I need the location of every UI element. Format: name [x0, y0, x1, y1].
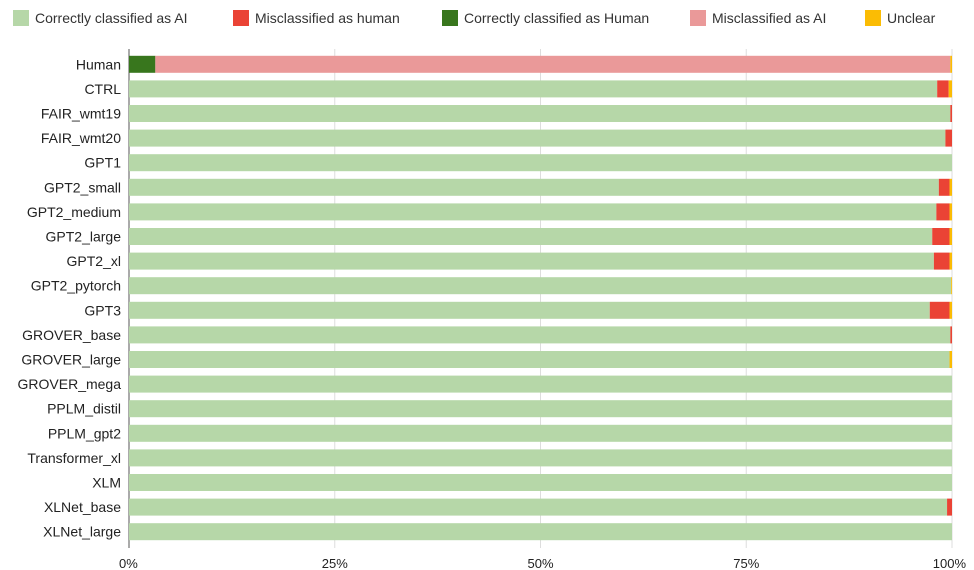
legend-swatch-misclassified-as-ai [690, 10, 706, 26]
bar-gpt3-correctly-classified-as-ai [129, 301, 930, 319]
bar-pplm-distil-correctly-classified-as-ai [129, 400, 952, 418]
bar-gpt2-medium-correctly-classified-as-ai [129, 203, 937, 221]
bar-grover-base-misclassified-as-human [950, 326, 952, 344]
category-label-transformer-xl: Transformer_xl [27, 450, 121, 466]
bar-human-unclear [950, 55, 952, 73]
category-label-gpt3: GPT3 [84, 302, 121, 318]
bar-human-misclassified-as-ai [155, 55, 951, 73]
bar-gpt2-xl-unclear [949, 252, 952, 270]
bar-gpt2-small-correctly-classified-as-ai [129, 178, 939, 196]
category-label-grover-mega: GROVER_mega [18, 376, 122, 392]
bar-pplm-gpt2-correctly-classified-as-ai [129, 424, 952, 442]
bar-transformer-xl-correctly-classified-as-ai [129, 449, 952, 467]
category-label-grover-large: GROVER_large [21, 352, 121, 368]
category-label-fair-wmt20: FAIR_wmt20 [41, 130, 121, 146]
bar-xlnet-large-correctly-classified-as-ai [129, 523, 952, 541]
category-label-grover-base: GROVER_base [22, 327, 121, 343]
category-label-gpt2-large: GPT2_large [46, 229, 122, 245]
bar-fair-wmt20-misclassified-as-human [945, 129, 952, 147]
category-label-xlnet-base: XLNet_base [44, 499, 121, 515]
legend-label-correctly-classified-as-ai: Correctly classified as AI [35, 10, 188, 26]
category-labels: Human CTRL FAIR_wmt19 FAIR_wmt20 GPT1 GPT2_sm… [18, 56, 122, 539]
bar-xlnet-base-correctly-classified-as-ai [129, 498, 948, 516]
category-label-fair-wmt19: FAIR_wmt19 [41, 106, 121, 122]
category-label-ctrl: CTRL [84, 81, 121, 97]
bar-grover-large-correctly-classified-as-ai [129, 351, 950, 368]
bar-human-correctly-classified-as-human [129, 55, 156, 73]
legend-label-unclear: Unclear [887, 10, 936, 26]
bar-gpt2-xl-misclassified-as-human [933, 252, 950, 270]
bar-fair-wmt20-correctly-classified-as-ai [129, 129, 946, 147]
bar-gpt2-pytorch-correctly-classified-as-ai [129, 277, 952, 295]
bar-gpt2-large-misclassified-as-human [932, 228, 950, 245]
bar-gpt2-small-misclassified-as-human [938, 178, 950, 196]
category-label-pplm-gpt2: PPLM_gpt2 [48, 425, 121, 441]
bar-ctrl-unclear [948, 80, 952, 98]
legend: Correctly classified as AI Misclassified … [13, 10, 936, 26]
bar-gpt2-large-unclear [949, 228, 952, 245]
legend-swatch-misclassified-as-human [233, 10, 249, 26]
bar-gpt3-unclear [949, 301, 952, 319]
legend-label-correctly-classified-as-human: Correctly classified as Human [464, 10, 649, 26]
category-label-xlm: XLM [92, 475, 121, 491]
x-tick-label-1: 25% [322, 556, 348, 570]
gridlines [128, 49, 953, 548]
bar-gpt3-misclassified-as-human [929, 301, 950, 319]
category-label-gpt1: GPT1 [84, 155, 121, 171]
x-tick-label-2: 50% [527, 556, 553, 570]
legend-label-misclassified-as-ai: Misclassified as AI [712, 10, 826, 26]
bar-gpt2-medium-misclassified-as-human [936, 203, 950, 221]
bar-ctrl-misclassified-as-human [937, 80, 949, 98]
bar-grover-mega-correctly-classified-as-ai [129, 375, 952, 393]
bar-gpt2-pytorch-unclear [951, 277, 952, 295]
x-axis-ticks: 0% 25% 50% 75% 100% [119, 556, 966, 570]
bar-gpt1-correctly-classified-as-ai [129, 154, 952, 172]
legend-label-misclassified-as-human: Misclassified as human [255, 10, 400, 26]
legend-swatch-correctly-classified-as-human [442, 10, 458, 26]
bar-gpt2-large-correctly-classified-as-ai [129, 228, 933, 245]
bar-gpt2-xl-correctly-classified-as-ai [129, 252, 934, 270]
bar-xlnet-base-misclassified-as-human [947, 498, 952, 516]
bar-fair-wmt19-correctly-classified-as-ai [129, 105, 951, 122]
category-label-human: Human [76, 56, 121, 72]
category-label-pplm-distil: PPLM_distil [47, 401, 121, 417]
bar-gpt2-small-unclear [949, 178, 952, 196]
legend-swatch-correctly-classified-as-ai [13, 10, 29, 26]
bar-grover-base-correctly-classified-as-ai [129, 326, 951, 344]
x-tick-label-4: 100% [933, 556, 967, 570]
category-label-xlnet-large: XLNet_large [43, 524, 121, 540]
category-label-gpt2-small: GPT2_small [44, 179, 121, 195]
bar-xlm-correctly-classified-as-ai [129, 474, 952, 491]
x-tick-label-3: 75% [733, 556, 759, 570]
legend-swatch-unclear [865, 10, 881, 26]
x-tick-label-0: 0% [119, 556, 138, 570]
category-label-gpt2-xl: GPT2_xl [67, 253, 121, 269]
bars [129, 55, 952, 541]
category-label-gpt2-medium: GPT2_medium [27, 204, 121, 220]
category-label-gpt2-pytorch: GPT2_pytorch [31, 278, 121, 294]
bar-ctrl-correctly-classified-as-ai [129, 80, 938, 98]
bar-gpt2-medium-unclear [949, 203, 952, 221]
bar-fair-wmt19-misclassified-as-human [950, 105, 952, 122]
bar-grover-large-unclear [949, 351, 952, 368]
